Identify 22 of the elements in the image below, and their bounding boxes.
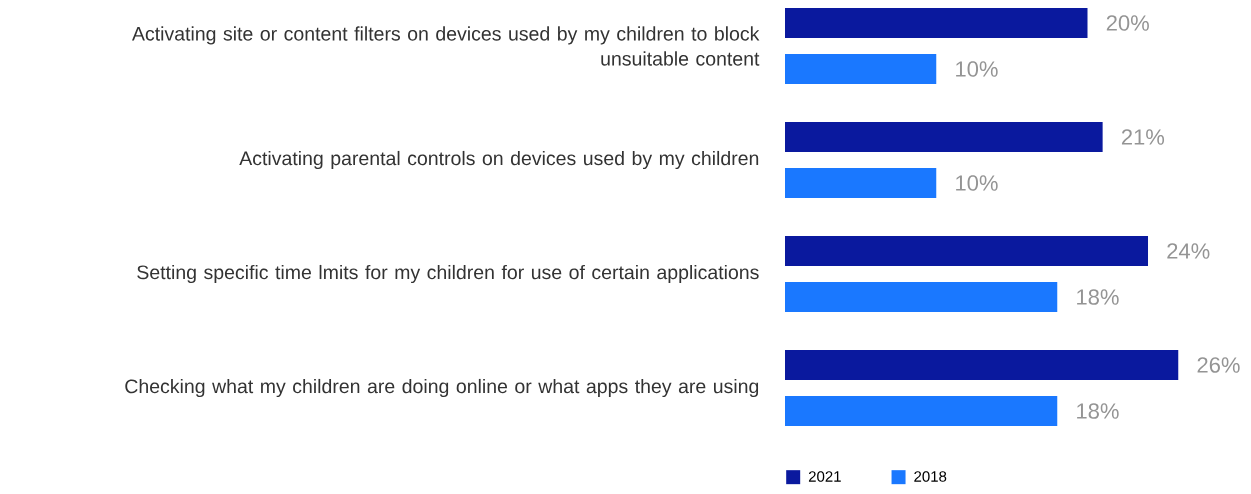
bar xyxy=(785,350,1179,380)
legend-label: 2021 xyxy=(808,471,841,482)
data-label: 18% xyxy=(1077,403,1119,419)
data-label: 10% xyxy=(956,175,998,191)
bar xyxy=(785,122,1103,152)
data-label: 24% xyxy=(1167,243,1210,259)
data-label: 21% xyxy=(1121,129,1165,145)
y-tick-label: Checking what my children are doing online or what apps they are using xyxy=(125,378,759,398)
y-tick-label: Activating site or content filters on devices used by my children to block unsuitable content xyxy=(131,26,760,66)
bar xyxy=(785,168,937,199)
bar xyxy=(785,54,937,85)
bar xyxy=(785,8,1088,38)
data-label: 26% xyxy=(1197,357,1240,373)
data-label: 20% xyxy=(1106,15,1149,31)
legend-label: 2018 xyxy=(914,471,947,482)
bar xyxy=(785,282,1058,313)
data-label: 18% xyxy=(1077,289,1119,305)
y-tick-label: Activating parental controls on devices used by my children xyxy=(239,150,759,170)
bar xyxy=(785,396,1058,427)
bar xyxy=(785,236,1149,266)
data-label: 10% xyxy=(956,61,998,77)
y-tick-label: Setting specific time lmits for my children for use of certain applications xyxy=(137,264,759,284)
